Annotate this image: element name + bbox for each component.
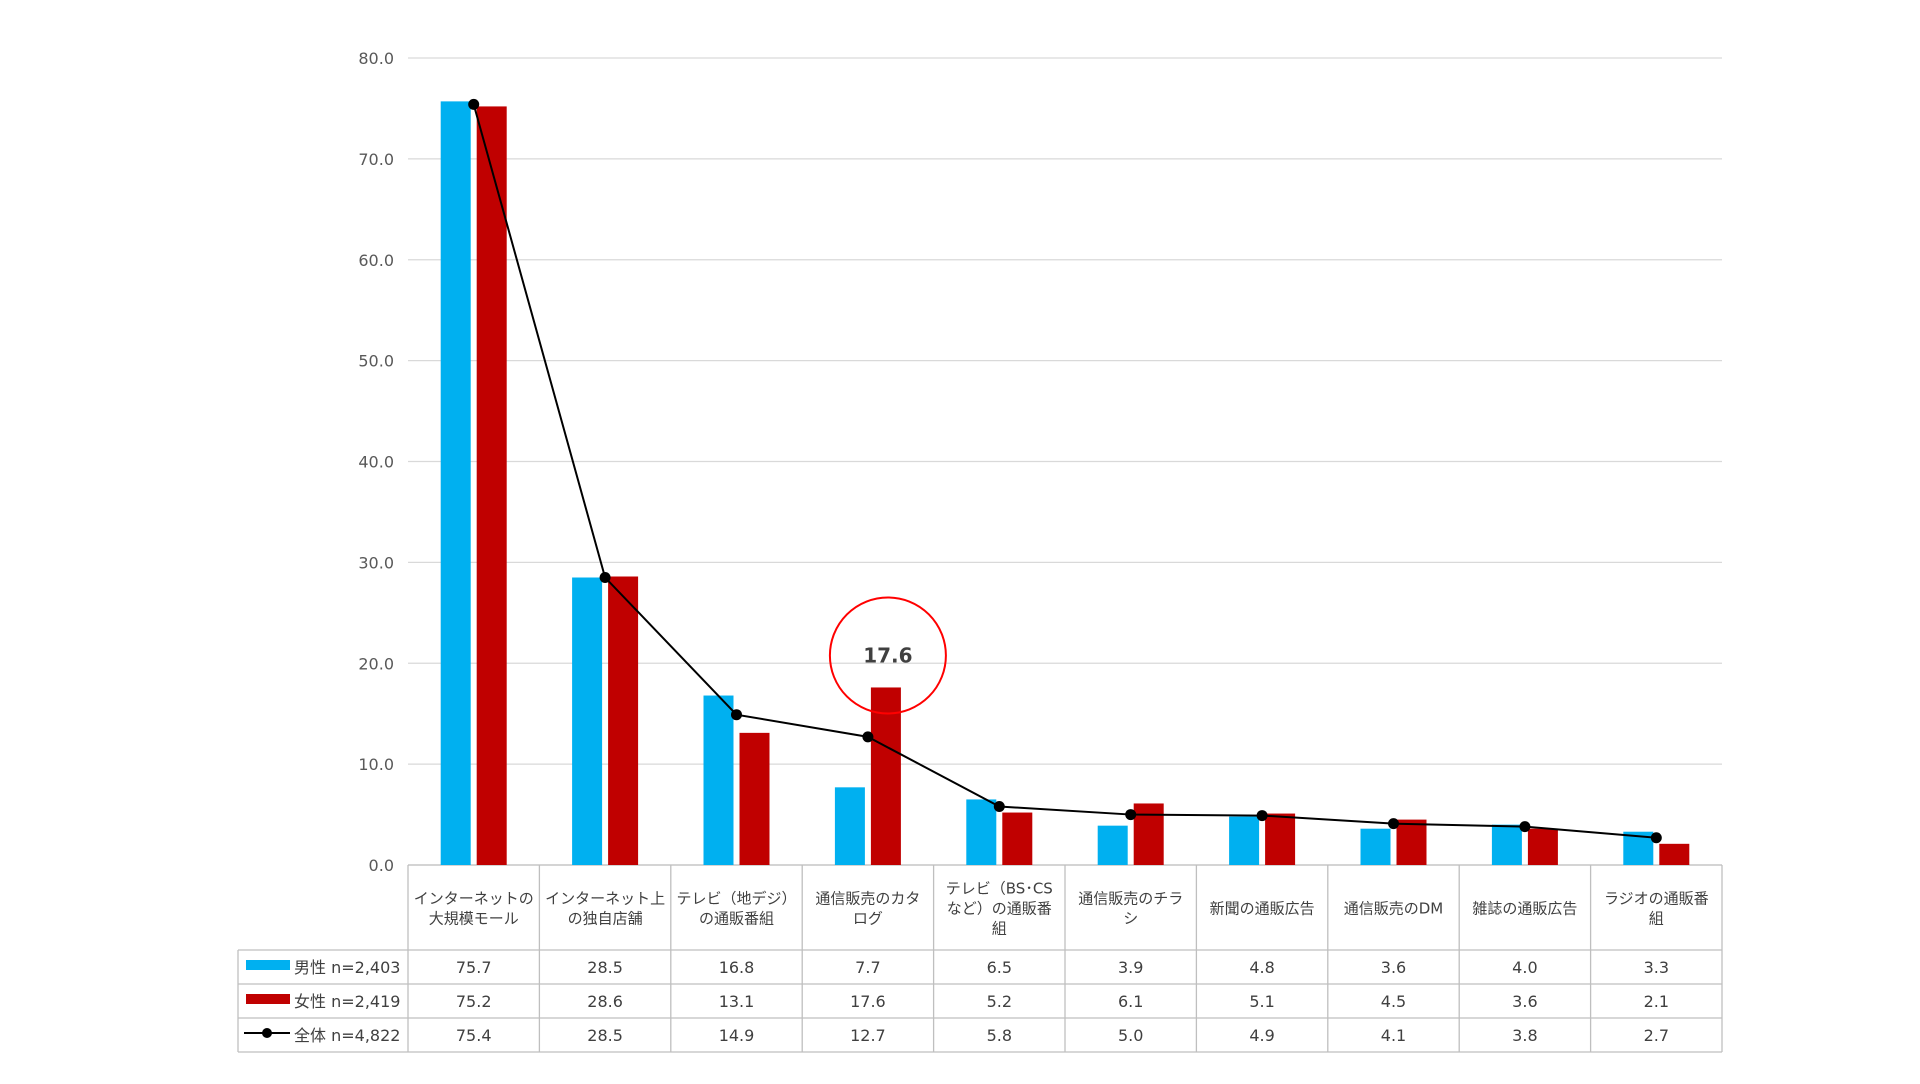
series-line (472, 104, 1657, 839)
data-label: 3.6 (1381, 958, 1406, 977)
data-label: 3.6 (1512, 992, 1537, 1011)
data-label: 14.9 (719, 1026, 755, 1045)
bar (1229, 816, 1260, 865)
data-label: 6.1 (1118, 992, 1143, 1011)
bar (966, 799, 997, 865)
data-label: 3.9 (1118, 958, 1143, 977)
line-point (1519, 821, 1531, 833)
category-label: 組 (992, 920, 1007, 938)
data-label: 5.8 (987, 1026, 1012, 1045)
y-tick-label: 30.0 (358, 553, 394, 572)
y-tick-label: 60.0 (358, 251, 394, 270)
data-label: 28.5 (587, 1026, 623, 1045)
legend-label: 男性 n=2,403 (294, 958, 400, 977)
category-label: 新聞の通販広告 (1210, 900, 1315, 918)
category-label: など）の通販番 (947, 900, 1052, 918)
category-label: 通信販売のカタ (815, 890, 920, 908)
y-tick-label: 10.0 (358, 755, 394, 774)
data-label: 2.7 (1644, 1026, 1669, 1045)
bar (1659, 843, 1690, 865)
bar (1265, 813, 1296, 865)
line-point (1125, 809, 1137, 821)
data-label: 4.1 (1381, 1026, 1406, 1045)
line-point (993, 800, 1005, 812)
bar (703, 695, 734, 865)
bar (440, 101, 471, 866)
bar (739, 732, 770, 865)
bar (1527, 828, 1558, 865)
data-label: 3.8 (1512, 1026, 1537, 1045)
y-tick-label: 50.0 (358, 352, 394, 371)
data-label: 5.0 (1118, 1026, 1143, 1045)
category-label: 大規模モール (429, 910, 519, 928)
y-tick-label: 40.0 (358, 453, 394, 472)
data-label: 7.7 (855, 958, 880, 977)
data-label: 2.1 (1644, 992, 1669, 1011)
y-tick-label: 0.0 (369, 856, 394, 875)
legend-key (246, 960, 290, 970)
data-label: 17.6 (850, 992, 886, 1011)
category-label: 雑誌の通販広告 (1472, 900, 1577, 918)
line-point (1650, 832, 1662, 844)
line-point (1256, 810, 1268, 822)
data-label: 75.7 (456, 958, 492, 977)
category-label: の独自店舗 (568, 910, 643, 928)
data-label: 3.3 (1644, 958, 1669, 977)
category-label: インターネットの (414, 890, 534, 908)
bar (1396, 819, 1427, 865)
category-label: テレビ（BS･CS (946, 880, 1053, 898)
data-label: 12.7 (850, 1026, 886, 1045)
y-tick-label: 20.0 (358, 654, 394, 673)
bar (1360, 828, 1391, 865)
bar (572, 577, 603, 865)
legend-key (246, 994, 290, 1004)
category-label: 通信販売のDM (1344, 900, 1444, 918)
line-point (599, 572, 611, 584)
y-tick-label: 70.0 (358, 150, 394, 169)
category-label: 通信販売のチラ (1078, 890, 1183, 908)
data-label: 4.8 (1249, 958, 1274, 977)
data-label: 4.9 (1249, 1026, 1274, 1045)
bar (608, 576, 639, 865)
data-label: 75.2 (456, 992, 492, 1011)
bar (1097, 825, 1128, 865)
line-point (731, 709, 742, 721)
data-label: 6.5 (987, 958, 1012, 977)
category-label: シ (1123, 910, 1138, 928)
bar (1002, 812, 1033, 865)
legend-label: 女性 n=2,419 (294, 992, 400, 1011)
data-label: 4.5 (1381, 992, 1406, 1011)
bar (834, 787, 865, 865)
data-label: 4.0 (1512, 958, 1537, 977)
data-label: 16.8 (719, 958, 755, 977)
category-label: の通販番組 (699, 910, 774, 928)
bar (870, 687, 901, 865)
data-label: 28.5 (587, 958, 623, 977)
bar (1133, 803, 1164, 865)
line-point (1388, 818, 1399, 830)
data-label: 5.2 (987, 992, 1012, 1011)
y-tick-label: 80.0 (358, 49, 394, 68)
category-label: テレビ（地デジ） (676, 890, 796, 908)
category-label: 組 (1649, 910, 1664, 928)
category-label: ログ (853, 910, 883, 928)
bar (1491, 824, 1522, 865)
callout-label: 17.6 (863, 643, 912, 667)
data-label: 28.6 (587, 992, 623, 1011)
line-point (862, 731, 874, 743)
bar (476, 106, 507, 866)
line-point (468, 98, 480, 110)
legend-label: 全体 n=4,822 (294, 1026, 400, 1045)
data-label: 5.1 (1249, 992, 1274, 1011)
data-label: 13.1 (719, 992, 755, 1011)
category-label: ラジオの通販番 (1604, 890, 1709, 908)
category-label: インターネット上 (545, 890, 665, 908)
data-label: 75.4 (456, 1026, 492, 1045)
legend-key-marker (262, 1028, 272, 1038)
callout-circle (828, 596, 947, 715)
